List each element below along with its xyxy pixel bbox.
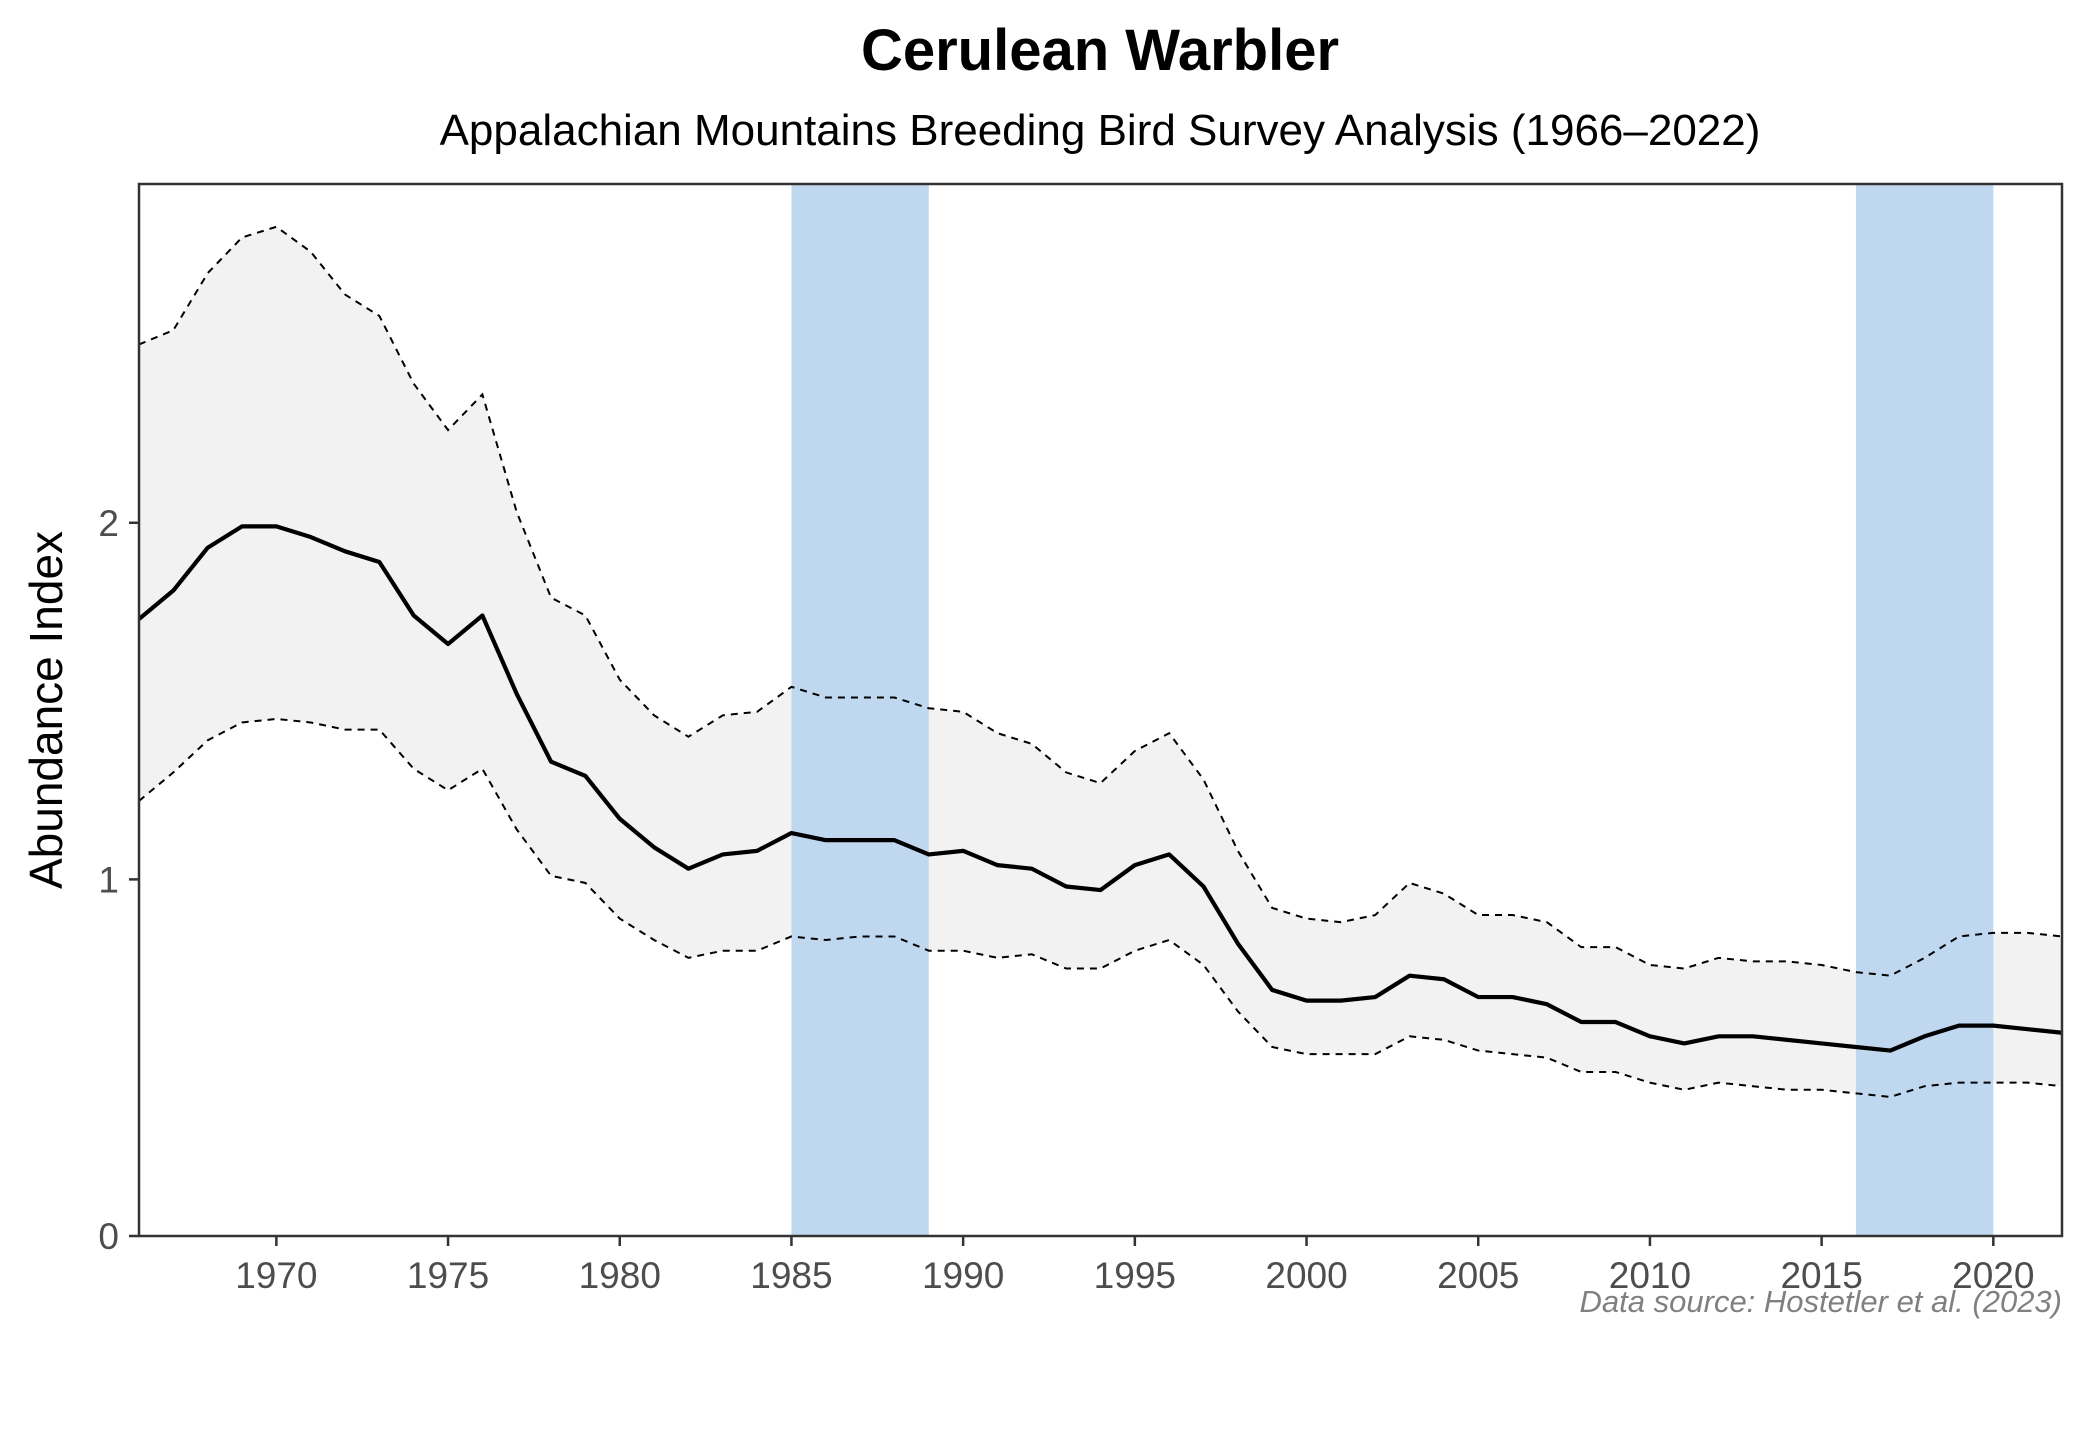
x-tick-label: 2015 bbox=[1780, 1255, 1862, 1296]
y-tick-label: 1 bbox=[98, 859, 119, 900]
highlight-period-1 bbox=[791, 184, 929, 1236]
chart-title: Cerulean Warbler bbox=[861, 18, 1339, 83]
x-tick-label: 1995 bbox=[1094, 1255, 1176, 1296]
y-tick-label: 0 bbox=[98, 1216, 119, 1257]
plot-area bbox=[137, 184, 2063, 1236]
x-tick-label: 1975 bbox=[407, 1255, 489, 1296]
y-tick-label: 2 bbox=[98, 503, 119, 544]
panel-border bbox=[137, 182, 2064, 1238]
x-tick-label: 2010 bbox=[1609, 1255, 1691, 1296]
x-tick-label: 1970 bbox=[235, 1255, 317, 1296]
x-tick-label: 1990 bbox=[922, 1255, 1004, 1296]
chart-subtitle: Appalachian Mountains Breeding Bird Surv… bbox=[440, 106, 1761, 155]
x-axis: 1970 1975 1980 1985 1990 1995 2000 2005 2010 2015… bbox=[235, 1236, 2034, 1296]
y-axis-title: Abundance Index bbox=[20, 531, 72, 889]
confidence-ribbon bbox=[139, 226, 2062, 1097]
abundance-trend-line bbox=[137, 524, 2063, 1053]
y-axis: 0 1 2 bbox=[98, 503, 139, 1257]
x-tick-label: 2020 bbox=[1952, 1255, 2034, 1296]
x-tick-label: 1985 bbox=[750, 1255, 832, 1296]
lower-ci-line bbox=[138, 717, 2063, 1098]
upper-ci-line bbox=[138, 225, 2063, 977]
highlight-period-2 bbox=[1855, 184, 1994, 1236]
x-tick-label: 2005 bbox=[1437, 1255, 1519, 1296]
x-tick-label: 1980 bbox=[579, 1255, 661, 1296]
chart-caption: Data source: Hostetler et al. (2023) bbox=[1580, 1284, 2062, 1319]
x-tick-label: 2000 bbox=[1265, 1255, 1347, 1296]
